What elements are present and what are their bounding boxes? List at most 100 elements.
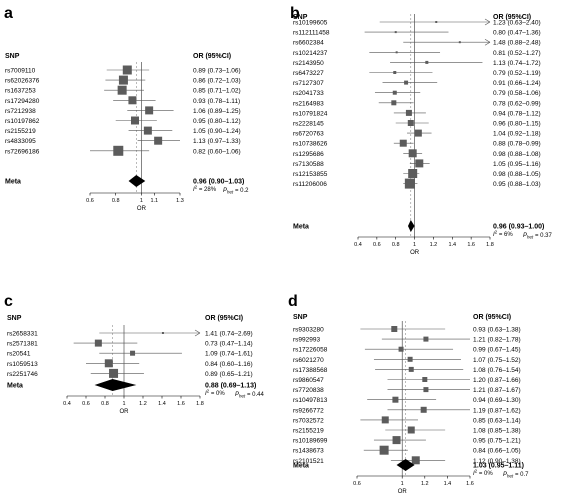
effect-box: [407, 120, 414, 126]
snp-label: rs10214237: [293, 50, 328, 57]
i-squared-stat: I2 = 6%: [493, 230, 513, 239]
effect-box: [407, 356, 413, 362]
or-ci-value: 1.09 (0.74–1.61): [205, 351, 253, 358]
or-ci-value: 0.89 (0.73–1.06): [193, 68, 241, 75]
panel-label: b: [290, 5, 300, 22]
effect-box: [391, 100, 397, 106]
snp-label: rs72696186: [5, 148, 40, 155]
or-ci-value: 0.96 (0.80–1.15): [493, 121, 541, 128]
x-tick-label: 1.8: [486, 242, 494, 248]
x-tick-label: 1: [413, 242, 416, 248]
or-ci-value: 1.13 (0.97–1.33): [193, 138, 241, 145]
x-tick-label: 1.6: [467, 242, 475, 248]
or-ci-value: 1.48 (0.88–2.48): [493, 40, 541, 47]
or-ci-value: 0.99 (0.67–1.45): [473, 347, 521, 354]
p-het-stat: Phet = 0.7: [503, 472, 529, 479]
x-tick-label: 1: [140, 198, 143, 204]
effect-box: [118, 75, 128, 85]
or-ci-value: 0.95 (0.80–1.12): [193, 118, 241, 125]
pooled-diamond: [128, 175, 146, 187]
or-ci-value: 0.94 (0.78–1.12): [493, 110, 541, 117]
or-ci-value: 1.06 (0.89–1.25): [193, 108, 241, 115]
x-axis-label: OR: [410, 250, 420, 256]
snp-label: rs17294280: [5, 98, 40, 105]
or-ci-value: 0.84 (0.60–1.16): [205, 361, 253, 368]
snp-label: rs2155219: [293, 428, 324, 435]
i-squared-stat: I2 = 0%: [205, 389, 225, 398]
x-tick-label: 0.4: [63, 401, 71, 407]
effect-box: [394, 31, 397, 34]
snp-label: rs9266772: [293, 407, 324, 414]
or-ci-value: 1.08 (0.85–1.38): [473, 428, 521, 435]
effect-box: [458, 41, 461, 44]
p-het-stat: Phet = 0.37: [523, 233, 552, 240]
effect-box: [122, 65, 132, 75]
x-tick-label: 0.6: [373, 242, 381, 248]
snp-label: rs10497813: [293, 397, 328, 404]
pooled-diamond: [94, 379, 137, 391]
effect-box: [423, 336, 429, 342]
or-ci-value: 0.93 (0.63–1.38): [473, 327, 521, 334]
effect-box: [94, 339, 102, 347]
snp-label: rs10738626: [293, 141, 328, 148]
meta-or-ci-value: 0.96 (0.90–1.03): [193, 179, 244, 186]
or-ci-value: 0.91 (0.66–1.24): [493, 80, 541, 87]
x-tick-label: 0.4: [354, 242, 362, 248]
effect-box: [381, 416, 389, 424]
or-ci-value: 0.95 (0.75–1.21): [473, 438, 521, 445]
snp-label: rs6720763: [293, 131, 324, 138]
effect-box: [408, 366, 414, 372]
effect-box: [404, 178, 415, 189]
snp-label: rs17388568: [293, 367, 328, 374]
x-tick-label: 0.8: [101, 401, 109, 407]
effect-box: [398, 346, 404, 352]
effect-box: [113, 145, 124, 156]
snp-label: rs1295686: [293, 151, 324, 158]
ci-arrow: [484, 18, 491, 26]
effect-box: [117, 85, 127, 95]
or-ci-value: 0.86 (0.72–1.03): [193, 78, 241, 85]
meta-label: Meta: [293, 224, 309, 231]
or-ci-value: 1.04 (0.92–1.18): [493, 131, 541, 138]
or-ci-value: 1.19 (0.87–1.62): [473, 407, 521, 414]
effect-box: [161, 332, 164, 334]
snp-label: rs62026376: [5, 78, 40, 85]
effect-box: [393, 71, 397, 74]
effect-box: [408, 149, 417, 158]
x-tick-label: 1.4: [158, 401, 166, 407]
or-ci-header: OR (95%CI): [473, 314, 511, 321]
x-tick-label: 1.3: [176, 198, 184, 204]
meta-or-ci-value: 0.88 (0.69–1.13): [205, 383, 256, 390]
snp-label: rs7032572: [293, 417, 324, 424]
x-tick-label: 0.6: [86, 198, 94, 204]
effect-box: [404, 80, 409, 85]
effect-box: [154, 136, 163, 145]
effect-box: [145, 106, 154, 115]
snp-label: rs10197862: [5, 118, 40, 125]
effect-box: [143, 126, 152, 135]
x-tick-label: 1: [401, 481, 404, 487]
effect-box: [422, 377, 428, 382]
or-ci-value: 0.89 (0.65–1.21): [205, 371, 253, 378]
snp-label: rs7212938: [5, 108, 36, 115]
x-tick-label: 1.6: [177, 401, 185, 407]
meta-label: Meta: [5, 179, 21, 186]
or-ci-value: 0.98 (0.88–1.05): [493, 171, 541, 178]
snp-header: SNP: [5, 53, 20, 60]
snp-label: rs6021270: [293, 357, 324, 364]
or-ci-header: OR (95%CI): [205, 315, 243, 322]
pooled-diamond: [407, 220, 415, 232]
snp-label: rs992993: [293, 337, 320, 344]
or-ci-header: OR (95%CI): [493, 14, 531, 21]
snp-label: rs2251746: [7, 371, 38, 378]
effect-box: [399, 139, 407, 147]
or-ci-value: 1.05 (0.95–1.16): [493, 161, 541, 168]
x-tick-label: 1.1: [150, 198, 158, 204]
or-ci-value: 1.21 (0.87–1.67): [473, 387, 521, 394]
snp-label: rs10189699: [293, 438, 328, 445]
or-ci-value: 0.98 (0.88–1.08): [493, 151, 541, 158]
effect-box: [392, 396, 399, 403]
snp-label: rs17226058: [293, 347, 328, 354]
effect-box: [414, 129, 422, 137]
snp-label: rs7009110: [5, 68, 36, 75]
